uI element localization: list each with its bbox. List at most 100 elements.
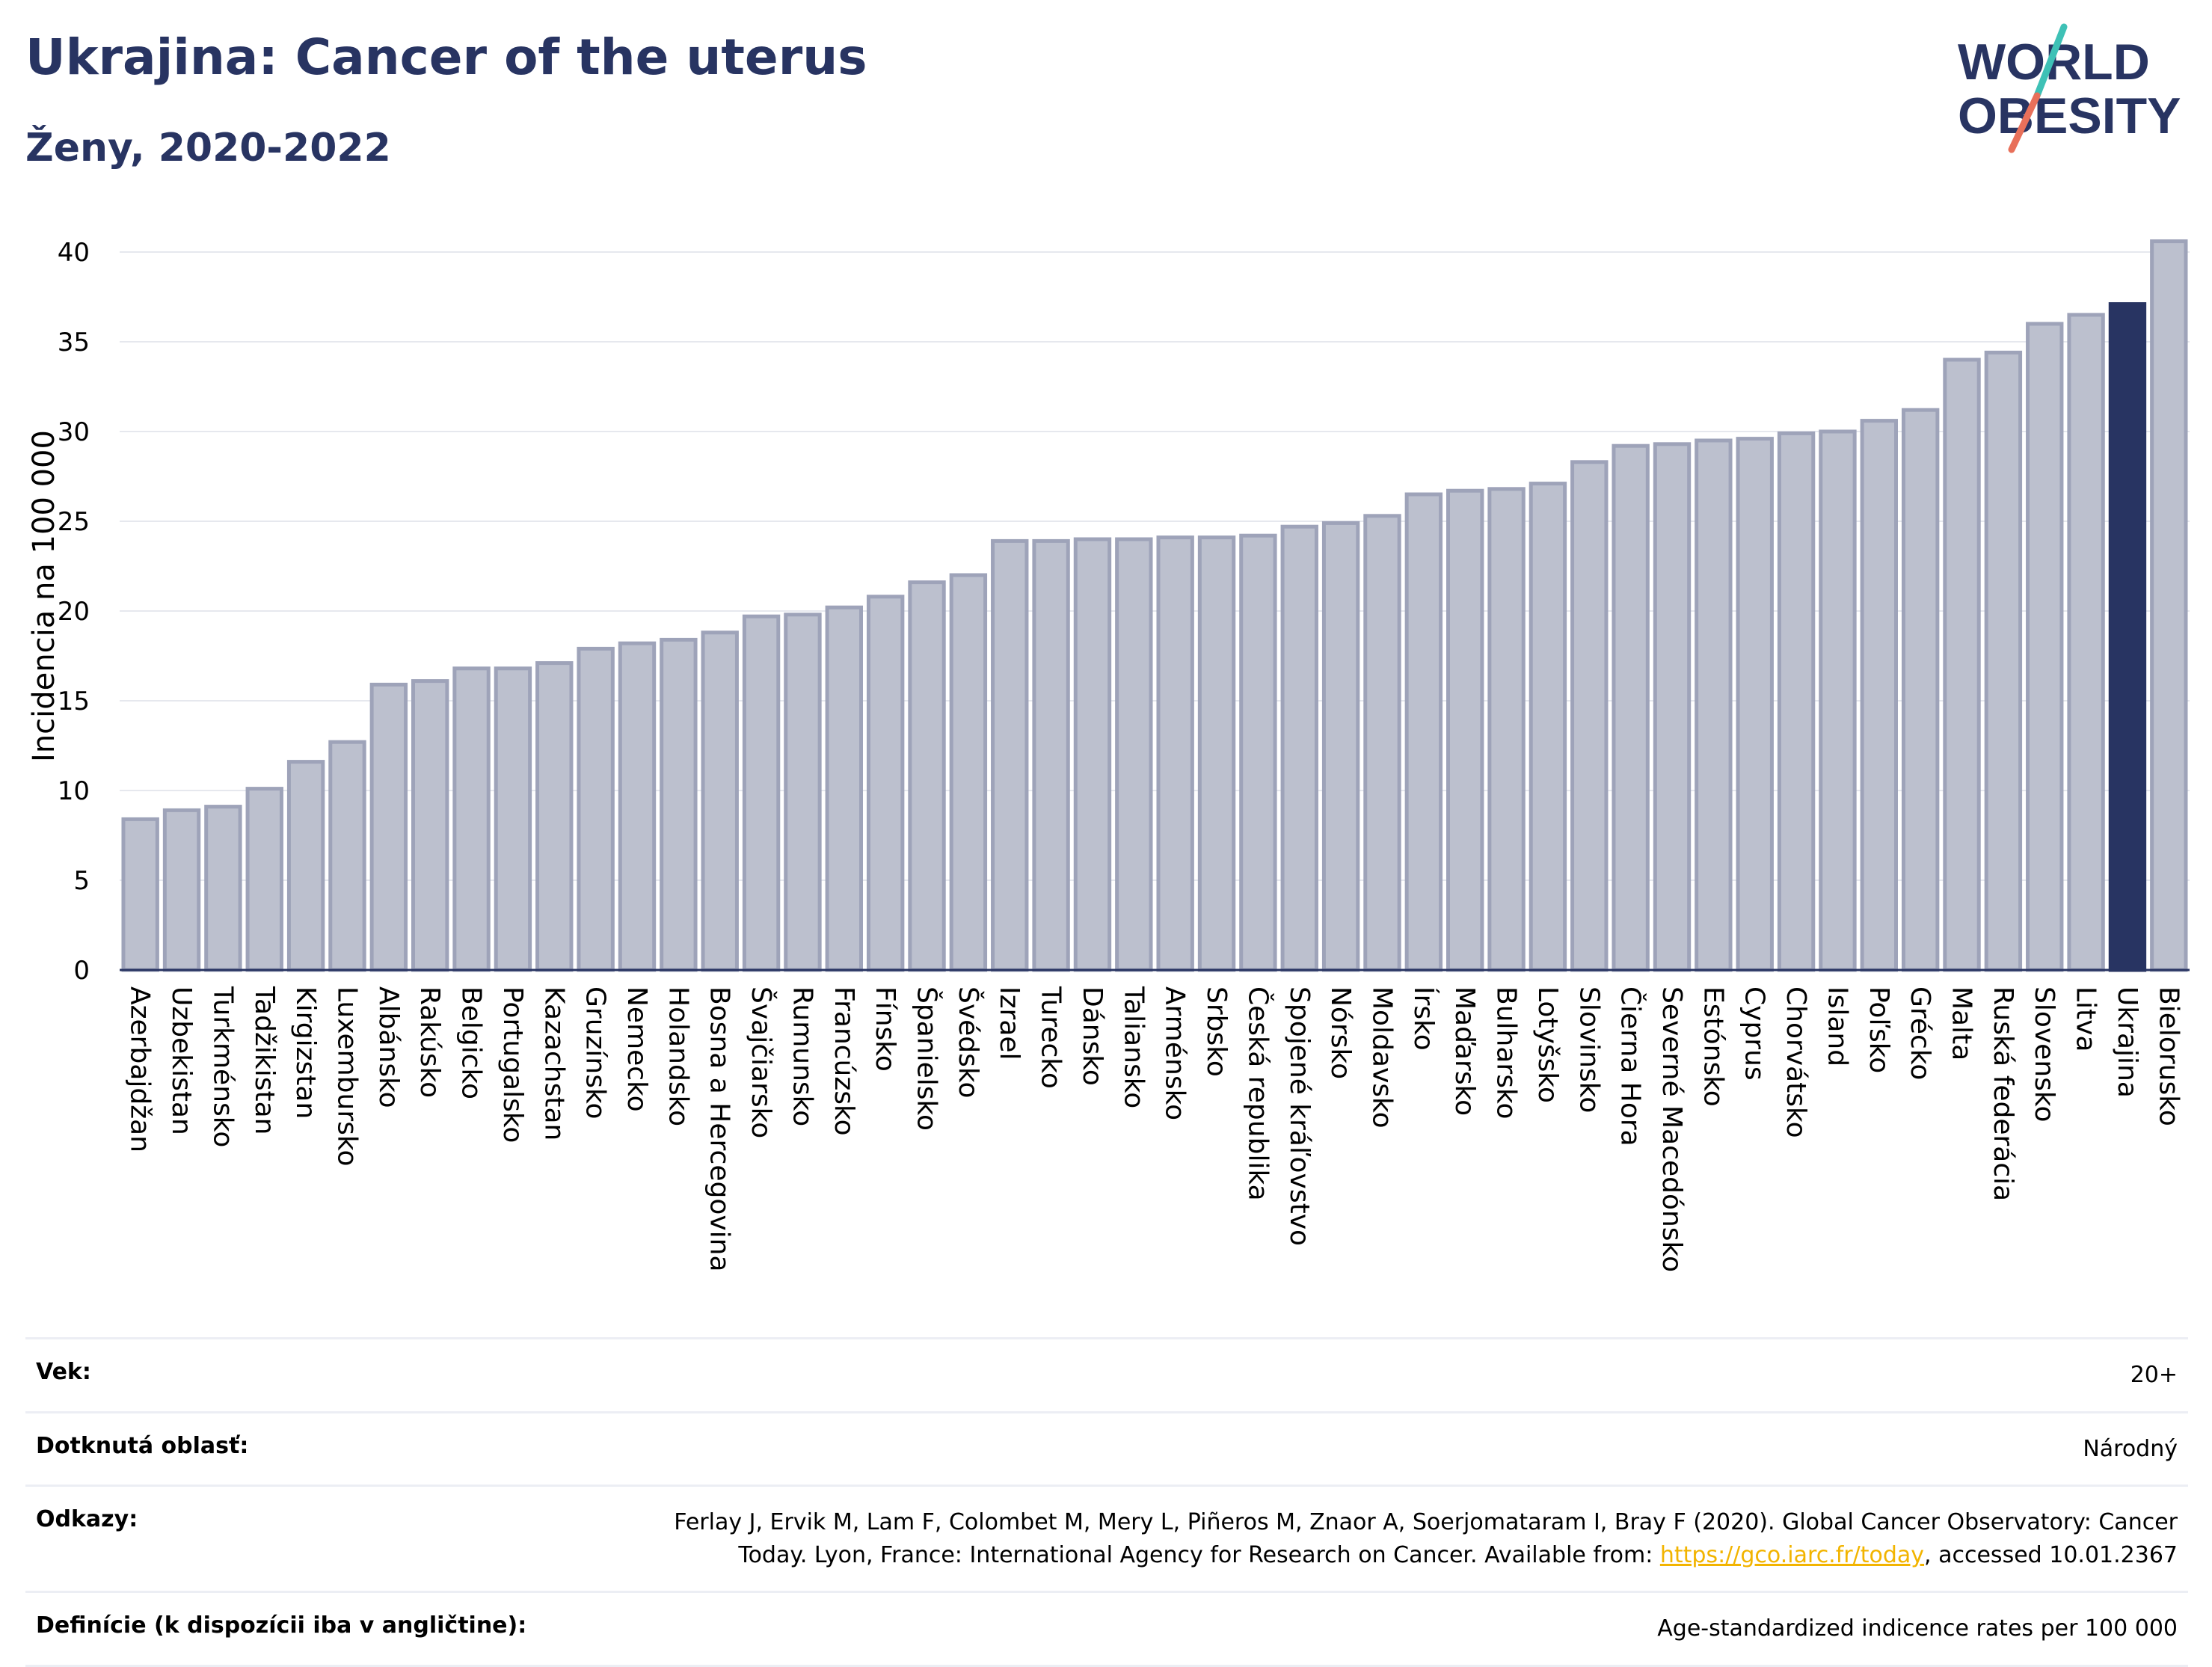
x-tick-label: Izrael <box>994 986 1024 1060</box>
x-tick-label: Španielsko <box>912 986 943 1131</box>
bar-11[interactable] <box>535 661 574 972</box>
x-tick-label: Ukrajina <box>2112 986 2142 1098</box>
x-tick-label: Moldavsko <box>1366 986 1397 1129</box>
bar-49[interactable] <box>2108 302 2147 972</box>
bar-40[interactable] <box>1736 437 1774 972</box>
y-tick-label: 15 <box>58 687 90 716</box>
bar-23[interactable] <box>1032 538 1070 972</box>
meta-value-area: Národný <box>2083 1435 2178 1462</box>
x-tick-label: Tadžikistan <box>249 986 280 1135</box>
x-tick-label: Portugalsko <box>497 986 528 1143</box>
bar-32[interactable] <box>1404 492 1443 972</box>
bar-48[interactable] <box>2067 313 2105 972</box>
bar-34[interactable] <box>1487 487 1526 972</box>
bar-10[interactable] <box>494 666 532 972</box>
bar-4[interactable] <box>245 787 283 972</box>
bar-26[interactable] <box>1156 535 1194 972</box>
bar-31[interactable] <box>1363 514 1401 972</box>
meta-row-definitions: Definície (k dispozícii iba v angličtine… <box>25 1591 2188 1667</box>
bar-21[interactable] <box>949 573 988 972</box>
bar-12[interactable] <box>577 646 615 972</box>
x-tick-label: Azerbajdžan <box>125 986 156 1152</box>
bar-25[interactable] <box>1115 537 1153 972</box>
bar-24[interactable] <box>1073 537 1112 972</box>
bar-6[interactable] <box>328 740 366 972</box>
bar-18[interactable] <box>825 605 863 972</box>
y-axis-ticks: 0 5 10 15 20 25 30 35 40 <box>58 238 90 986</box>
bar-30[interactable] <box>1321 521 1360 972</box>
reference-line-2-pre: Today. Lyon, France: International Agenc… <box>738 1541 1660 1568</box>
bar-5[interactable] <box>286 760 325 972</box>
x-tick-label: Turecko <box>1036 986 1066 1089</box>
bar-44[interactable] <box>1901 408 1940 972</box>
bar-19[interactable] <box>866 595 905 972</box>
bar-39[interactable] <box>1695 438 1733 972</box>
x-tick-label: Slovensko <box>2029 986 2059 1123</box>
x-tick-label: Ruská federácia <box>1988 986 2018 1201</box>
x-tick-label: Fínsko <box>870 986 900 1072</box>
x-tick-label: Luxembursko <box>331 986 362 1166</box>
x-tick-label: Cyprus <box>1739 986 1770 1081</box>
bar-47[interactable] <box>2026 322 2064 972</box>
x-tick-label: Rakúsko <box>414 986 445 1098</box>
y-tick-label: 35 <box>58 328 90 357</box>
x-tick-label: Nemecko <box>621 986 652 1112</box>
x-tick-label: Estónsko <box>1698 986 1728 1107</box>
x-tick-label: Chorvátsko <box>1781 986 1811 1138</box>
x-tick-label: Kazachstan <box>538 986 569 1141</box>
bar-2[interactable] <box>162 808 201 972</box>
bar-15[interactable] <box>701 630 739 972</box>
bar-9[interactable] <box>452 666 491 972</box>
reference-link[interactable]: https://gco.iarc.fr/today <box>1659 1541 1925 1568</box>
bar-3[interactable] <box>204 805 242 972</box>
bar-45[interactable] <box>1943 357 1981 972</box>
x-tick-label: Kirgizstan <box>290 986 321 1119</box>
x-tick-label: Maďarsko <box>1449 986 1480 1116</box>
x-tick-label: Island <box>1822 986 1852 1066</box>
x-tick-label: Švédsko <box>953 986 984 1099</box>
bar-37[interactable] <box>1612 443 1650 972</box>
world-obesity-logo: WORLD OBESITY <box>1958 23 2181 153</box>
x-tick-label: Bulharsko <box>1491 986 1522 1120</box>
bar-28[interactable] <box>1239 533 1277 972</box>
meta-row-age: Vek: 20+ <box>25 1337 2188 1411</box>
x-tick-label: Litva <box>2071 986 2101 1052</box>
bar-36[interactable] <box>1570 460 1609 972</box>
x-tick-label: Grécko <box>1905 986 1935 1080</box>
meta-label-area: Dotknutá oblasť: <box>36 1432 249 1459</box>
x-tick-label: Srbsko <box>1201 986 1232 1077</box>
bar-33[interactable] <box>1446 488 1484 972</box>
bar-7[interactable] <box>369 682 408 972</box>
bar-27[interactable] <box>1197 535 1236 972</box>
x-tick-label: Francúzsko <box>829 986 859 1136</box>
bar-43[interactable] <box>1860 419 1898 972</box>
y-tick-label: 20 <box>58 597 90 627</box>
x-tick-label: Bielorusko <box>2153 986 2184 1126</box>
bar-14[interactable] <box>660 637 698 972</box>
bar-1[interactable] <box>121 817 159 972</box>
bar-17[interactable] <box>784 613 822 972</box>
bar-22[interactable] <box>991 538 1029 972</box>
bar-46[interactable] <box>1984 350 2023 972</box>
x-tick-label: Belgicko <box>456 986 487 1099</box>
bar-38[interactable] <box>1653 442 1692 972</box>
page-subtitle: Ženy, 2020-2022 <box>25 126 391 171</box>
bar-8[interactable] <box>411 679 449 972</box>
bar-29[interactable] <box>1280 524 1318 972</box>
x-tick-label: Nórsko <box>1325 986 1356 1079</box>
bar-13[interactable] <box>618 641 657 972</box>
reference-line-2-post: , accessed 10.01.2367 <box>1924 1541 2178 1568</box>
x-tick-label: Spojené kráľovstvo <box>1284 986 1315 1246</box>
x-tick-label: Arménsko <box>1160 986 1191 1120</box>
bar-41[interactable] <box>1777 431 1816 972</box>
y-tick-label: 25 <box>58 507 90 537</box>
logo-slash-bottom <box>2008 92 2041 153</box>
x-tick-label: Rumunsko <box>787 986 817 1126</box>
bar-42[interactable] <box>1819 429 1857 972</box>
metadata-table: Vek: 20+ Dotknutá oblasť: Národný Odkazy… <box>25 1337 2188 1667</box>
bar-20[interactable] <box>908 580 946 972</box>
page-title: Ukrajina: Cancer of the uterus <box>25 28 867 86</box>
bar-50[interactable] <box>2150 239 2188 972</box>
bar-35[interactable] <box>1529 482 1567 972</box>
bar-16[interactable] <box>742 614 781 972</box>
